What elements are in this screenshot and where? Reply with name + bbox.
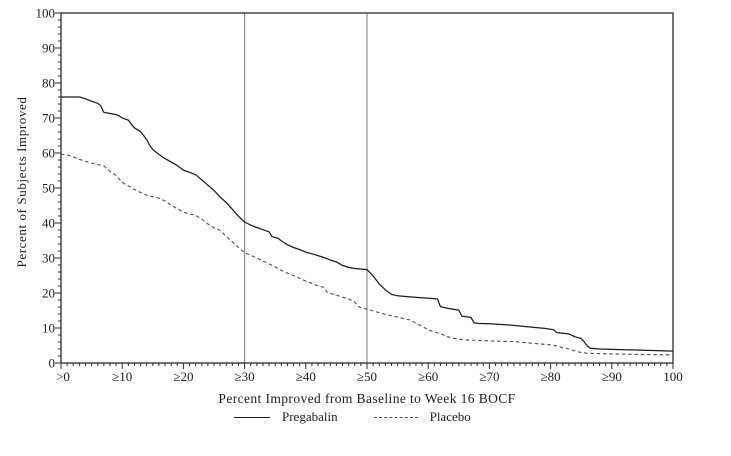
x-tick-label: ≥90	[602, 369, 622, 384]
y-tick-label: 10	[42, 321, 55, 336]
x-tick-label: ≥30	[235, 369, 255, 384]
x-tick-label: ≥20	[173, 369, 193, 384]
legend: Pregabalin Placebo	[234, 409, 471, 425]
y-tick-label: 60	[42, 146, 55, 161]
x-tick-label: ≥40	[296, 369, 316, 384]
legend-label-placebo: Placebo	[429, 409, 471, 424]
y-tick-label: 80	[42, 76, 55, 91]
y-tick-label: 70	[42, 111, 55, 126]
x-tick-label: ≥80	[541, 369, 561, 384]
x-tick-label: ≥70	[479, 369, 499, 384]
x-tick-label: ≥10	[112, 369, 132, 384]
pregabalin-line-swatch	[234, 416, 270, 418]
x-tick-label: 100	[663, 369, 683, 384]
y-tick-label: 0	[49, 356, 56, 371]
legend-label-pregabalin: Pregabalin	[282, 409, 338, 424]
x-tick-label: >0	[56, 369, 70, 384]
y-axis-title: Percent of Subjects Improved	[14, 96, 29, 268]
y-tick-label: 20	[42, 286, 55, 301]
series-line-pregabalin	[61, 96, 674, 352]
x-tick-label: ≥60	[418, 369, 438, 384]
y-tick-label: 50	[42, 181, 55, 196]
y-tick-label: 100	[36, 6, 56, 21]
y-tick-label: 90	[42, 41, 55, 56]
y-tick-label: 30	[42, 251, 55, 266]
placebo-line-swatch	[373, 416, 418, 418]
x-axis-title: Percent Improved from Baseline to Week 1…	[218, 391, 516, 406]
series-line-placebo	[60, 153, 674, 356]
x-tick-label: ≥50	[357, 369, 377, 384]
y-tick-label: 40	[42, 216, 55, 231]
